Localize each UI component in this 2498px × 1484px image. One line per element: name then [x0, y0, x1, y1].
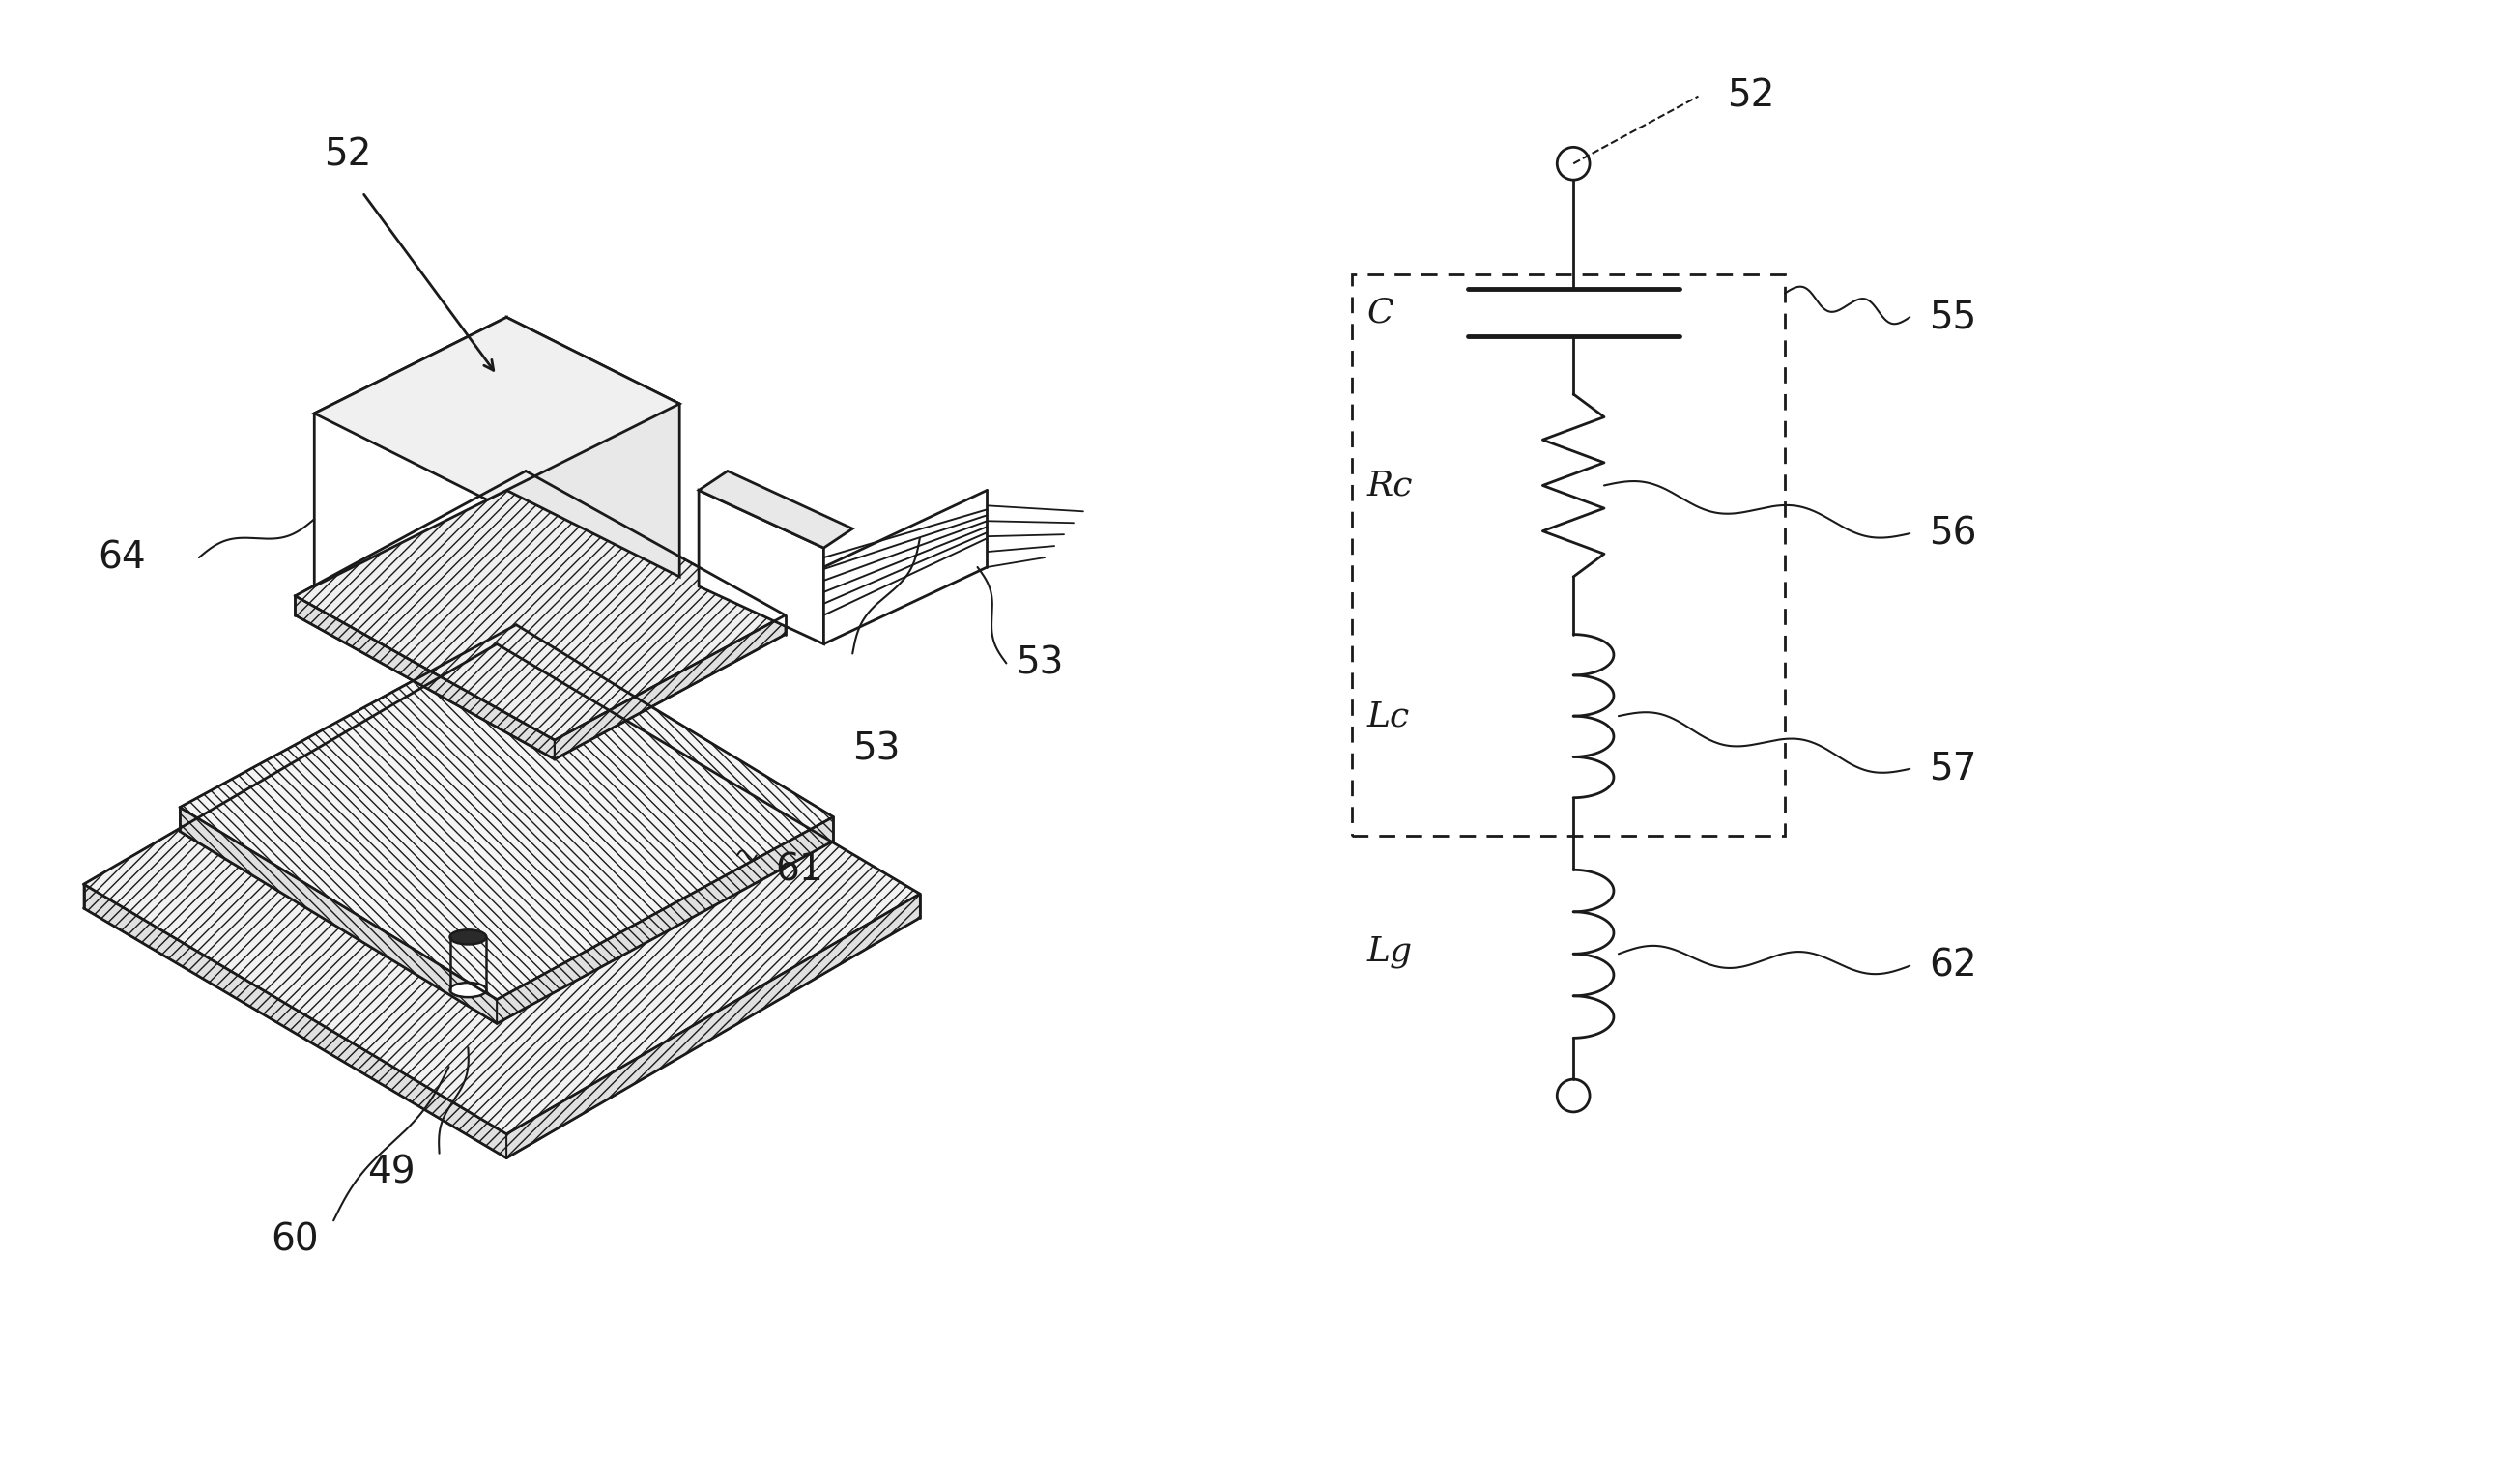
Polygon shape: [555, 616, 784, 760]
Polygon shape: [295, 470, 784, 741]
Polygon shape: [507, 893, 919, 1158]
Ellipse shape: [450, 982, 487, 997]
Ellipse shape: [450, 930, 487, 944]
Text: 62: 62: [1928, 947, 1976, 984]
Polygon shape: [315, 318, 507, 586]
Text: 55: 55: [1928, 298, 1976, 335]
Polygon shape: [180, 625, 834, 1000]
Text: C: C: [1366, 295, 1394, 329]
Polygon shape: [82, 644, 919, 1134]
Text: 60: 60: [272, 1221, 320, 1258]
Text: 64: 64: [97, 539, 145, 576]
Text: 52: 52: [1726, 79, 1776, 114]
Text: 56: 56: [1928, 515, 1976, 552]
Text: 61: 61: [777, 852, 824, 887]
Text: Rc: Rc: [1366, 469, 1414, 502]
Polygon shape: [82, 884, 507, 1158]
Polygon shape: [497, 818, 834, 1024]
Text: 53: 53: [1017, 646, 1064, 681]
Polygon shape: [180, 807, 497, 1024]
Polygon shape: [507, 318, 679, 577]
Circle shape: [1556, 1079, 1589, 1112]
Text: 57: 57: [1928, 751, 1976, 788]
Text: 49: 49: [367, 1155, 415, 1190]
Polygon shape: [699, 490, 824, 644]
Polygon shape: [699, 470, 852, 548]
Text: 53: 53: [852, 732, 899, 769]
Polygon shape: [315, 318, 679, 500]
Text: Lg: Lg: [1366, 935, 1411, 968]
Text: Lc: Lc: [1366, 699, 1409, 733]
Polygon shape: [295, 597, 555, 760]
Circle shape: [1556, 147, 1589, 180]
Text: 52: 52: [325, 137, 372, 174]
